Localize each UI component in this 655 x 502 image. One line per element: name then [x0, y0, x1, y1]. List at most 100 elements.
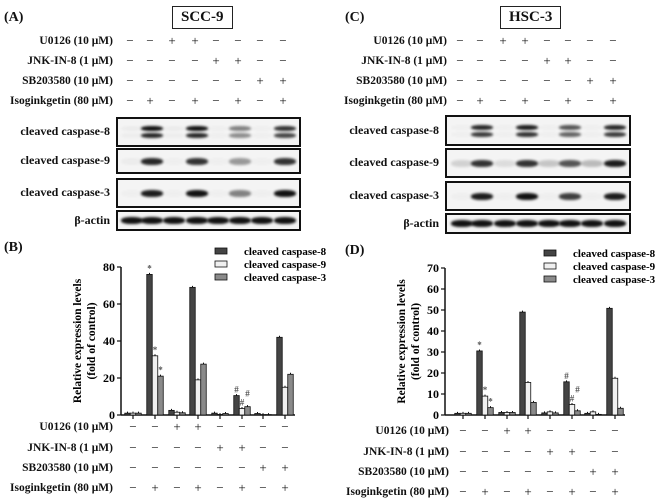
treatment-mark: +	[543, 53, 551, 68]
treatment-mark: −	[168, 93, 176, 108]
significance-mark: *	[158, 365, 163, 375]
treatment-mark: −	[611, 423, 619, 438]
bar-cleaved-caspase-9	[524, 382, 532, 416]
blot-label: cleaved caspase-8	[349, 122, 439, 137]
blot-band	[186, 217, 208, 224]
blot-band	[604, 124, 626, 130]
bar-cleaved-caspase-8	[254, 413, 261, 416]
bar-cleaved-caspase-3	[617, 407, 624, 416]
bar-cleaved-caspase-9	[568, 404, 576, 416]
treatment-mark: −	[499, 53, 507, 68]
treatment-label: U0126 (10 μM)	[39, 35, 113, 47]
treatment-label: SB203580 (10 μM)	[356, 75, 447, 87]
legend-swatch	[543, 249, 557, 257]
treatment-mark: −	[568, 464, 576, 479]
blot-band	[559, 192, 581, 200]
bar-cleaved-caspase-9	[546, 411, 554, 416]
treatment-mark: −	[191, 73, 199, 88]
treatment-mark: −	[456, 93, 464, 108]
treatment-mark: −	[129, 440, 137, 455]
treatment-mark: +	[476, 93, 484, 108]
treatment-mark: −	[456, 33, 464, 48]
treatment-mark: +	[589, 464, 597, 479]
treatment-label: Isoginkgetin (80 μM)	[346, 486, 449, 498]
treatment-mark: −	[256, 53, 264, 68]
treatment-mark: −	[126, 73, 134, 88]
western-blot-cleaved-caspase-8	[445, 115, 631, 146]
treatment-mark: −	[126, 33, 134, 48]
treatment-mark: −	[503, 444, 511, 459]
treatment-label: SB203580 (10 μM)	[22, 75, 113, 87]
blot-label: cleaved caspase-9	[349, 155, 439, 169]
blot-band	[186, 189, 208, 197]
bar-cleaved-caspase-8	[189, 286, 196, 416]
treatment-mark: −	[146, 73, 154, 88]
treatment-mark: +	[279, 93, 287, 108]
legend-label: cleaved caspase-8	[244, 246, 327, 258]
treatment-mark: −	[499, 93, 507, 108]
blot-band	[274, 157, 296, 165]
y-tick-label: 60	[103, 297, 115, 311]
bar-cleaved-caspase-3	[244, 406, 251, 416]
blot-band	[141, 133, 163, 138]
bar-cleaved-caspase-8	[519, 311, 526, 416]
panel-label: (C)	[345, 10, 365, 25]
treatment-label: SB203580 (10 μM)	[22, 462, 113, 474]
blot-band	[274, 133, 296, 138]
treatment-mark: −	[259, 480, 267, 495]
significance-mark: #	[564, 371, 569, 381]
blot-band	[451, 159, 473, 167]
treatment-mark: −	[238, 419, 246, 434]
bar-cleaved-caspase-3	[265, 414, 272, 416]
bar-cleaved-caspase-3	[287, 373, 294, 416]
treatment-mark: −	[524, 464, 532, 479]
blot-band	[604, 131, 626, 137]
blot-band	[229, 157, 251, 165]
y-axis-label: Relative expression levels (fold of contr…	[396, 279, 422, 404]
bar-cleaved-caspase-3	[595, 413, 602, 416]
treatment-mark: −	[281, 440, 289, 455]
treatment-mark: −	[279, 33, 287, 48]
y-tick-label: 0	[109, 408, 115, 422]
treatment-mark: +	[151, 480, 159, 495]
treatment-mark: −	[129, 460, 137, 475]
blot-band	[471, 192, 493, 200]
blot-band	[538, 220, 560, 227]
treatment-mark: −	[129, 480, 137, 495]
y-tick-label: 70	[427, 261, 439, 275]
treatment-mark: +	[611, 464, 619, 479]
significance-mark: *	[147, 263, 152, 273]
bar-cleaved-caspase-8	[541, 412, 548, 416]
treatment-mark: +	[609, 73, 617, 88]
treatment-mark: −	[259, 440, 267, 455]
treatment-mark: +	[281, 480, 289, 495]
treatment-label: Isoginkgetin (80 μM)	[344, 95, 447, 107]
significance-mark: #	[575, 385, 580, 395]
treatment-mark: −	[589, 484, 597, 499]
legend-swatch	[214, 273, 228, 281]
blot-band	[604, 220, 626, 227]
treatment-mark: −	[481, 464, 489, 479]
treatment-mark: +	[568, 484, 576, 499]
bar-cleaved-caspase-9	[481, 395, 489, 416]
blot-band	[186, 157, 208, 165]
y-tick-label: 10	[427, 387, 439, 401]
y-tick-label: 80	[103, 260, 115, 274]
y-axis-label: Relative expression levels (fold of contr…	[72, 278, 98, 403]
treatment-mark: −	[151, 419, 159, 434]
bar-cleaved-caspase-3	[200, 363, 207, 416]
treatment-mark: +	[173, 419, 181, 434]
bar-cleaved-caspase-9	[238, 408, 246, 416]
bar-cleaved-caspase-3	[135, 412, 142, 416]
legend-swatch	[214, 260, 228, 268]
bar-cleaved-caspase-8	[146, 273, 153, 416]
bar-cleaved-caspase-8	[454, 412, 461, 416]
blot-band	[186, 133, 208, 138]
treatment-mark: −	[129, 419, 137, 434]
blot-band	[494, 159, 516, 167]
blot-band	[516, 192, 538, 200]
treatment-label: JNK-IN-8 (1 μM)	[361, 55, 447, 67]
treatment-mark: −	[521, 73, 529, 88]
